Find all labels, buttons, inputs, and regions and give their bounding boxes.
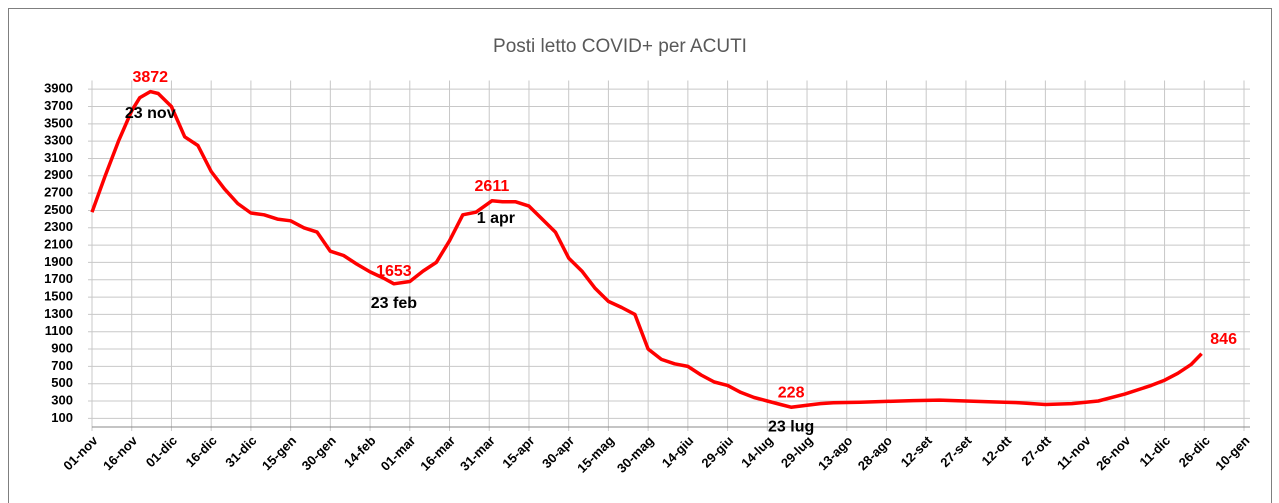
annotation: 23 feb bbox=[371, 295, 417, 312]
chart-title: Posti letto COVID+ per ACUTI bbox=[493, 36, 747, 57]
y-tick-label: 1900 bbox=[44, 254, 73, 269]
value-label: 228 bbox=[778, 384, 805, 401]
value-label: 3872 bbox=[132, 69, 168, 86]
y-tick-label: 2100 bbox=[44, 237, 73, 252]
chart-frame bbox=[8, 8, 1272, 503]
y-tick-label: 1500 bbox=[44, 289, 73, 304]
y-tick-label: 1700 bbox=[44, 271, 73, 286]
data-line bbox=[90, 89, 1203, 409]
value-label: 846 bbox=[1210, 331, 1237, 348]
y-tick-label: 100 bbox=[51, 410, 73, 425]
annotation: 1 apr bbox=[477, 210, 515, 227]
y-tick-label: 3700 bbox=[44, 98, 73, 113]
y-tick-label: 2500 bbox=[44, 202, 73, 217]
value-label: 2611 bbox=[475, 178, 510, 195]
y-tick-label: 2700 bbox=[44, 185, 73, 200]
y-tick-label: 1300 bbox=[44, 306, 73, 321]
y-tick-label: 900 bbox=[51, 340, 73, 355]
y-tick-label: 3300 bbox=[44, 133, 73, 148]
y-tick-label: 3900 bbox=[44, 81, 73, 96]
y-tick-label: 2300 bbox=[44, 219, 73, 234]
annotation: 23 nov bbox=[125, 105, 176, 122]
y-tick-label: 1100 bbox=[45, 323, 73, 338]
y-tick-label: 500 bbox=[51, 375, 73, 390]
annotation: 23 lug bbox=[768, 418, 814, 435]
y-tick-label: 3100 bbox=[44, 150, 73, 165]
y-tick-label: 700 bbox=[51, 358, 73, 373]
y-tick-label: 3500 bbox=[44, 115, 73, 130]
y-tick-label: 2900 bbox=[44, 167, 73, 182]
value-label: 1653 bbox=[376, 263, 412, 280]
y-tick-label: 300 bbox=[51, 392, 73, 407]
